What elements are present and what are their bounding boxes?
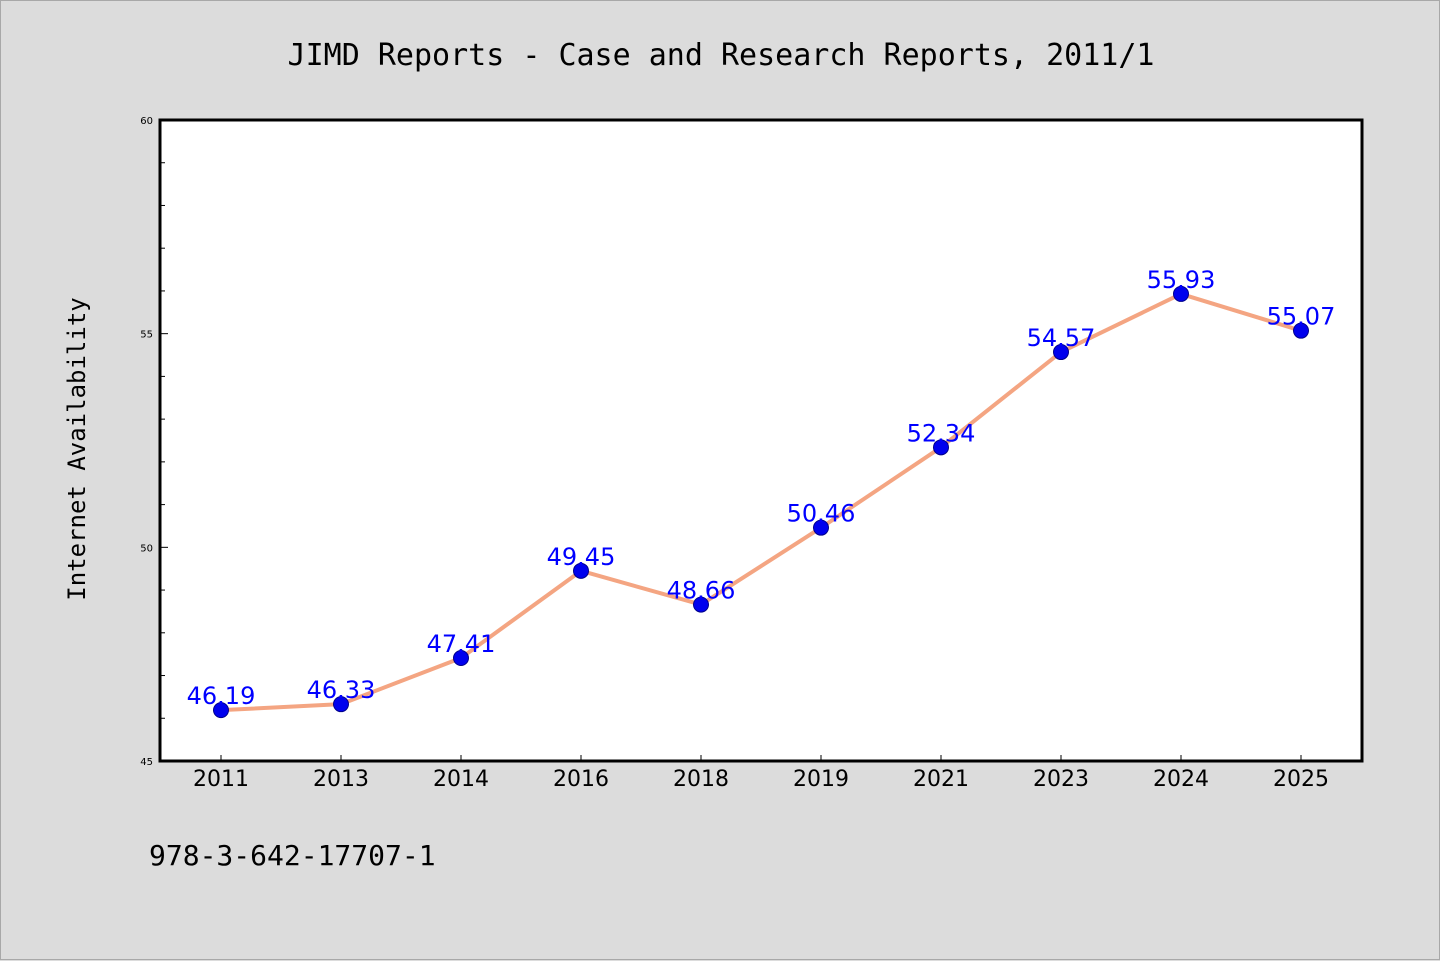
data-label: 52.34 (907, 419, 976, 447)
data-point (333, 696, 349, 713)
x-tick-label: 2021 (913, 767, 969, 792)
data-point (1173, 285, 1189, 302)
x-tick-label: 2024 (1153, 767, 1209, 792)
footer-isbn: 978-3-642-17707-1 (149, 839, 436, 872)
data-label: 50.46 (787, 500, 856, 528)
series-group: 46.19 46.33 47.41 49.45 48.66 50.46 52.34 54.57… (187, 266, 1336, 719)
x-tick-label: 2018 (673, 767, 729, 792)
data-label: 48.66 (667, 577, 736, 605)
data-point (573, 562, 589, 579)
y-tick-label: 60 (140, 116, 153, 127)
x-tick-label: 2025 (1273, 767, 1329, 792)
x-tick-label: 2013 (313, 767, 369, 792)
data-point (1293, 322, 1309, 339)
data-label: 47.41 (427, 630, 496, 658)
x-tick-label: 2011 (193, 767, 249, 792)
data-label: 46.33 (307, 676, 376, 704)
data-point (693, 596, 709, 613)
y-tick-label: 50 (140, 543, 153, 554)
series-line (219, 291, 1303, 713)
data-point (1053, 344, 1069, 361)
data-point (813, 519, 829, 536)
data-label: 55.93 (1147, 266, 1216, 294)
x-tick-label: 2019 (793, 767, 849, 792)
x-tick-label: 2016 (553, 767, 609, 792)
data-point (453, 650, 469, 667)
data-label: 49.45 (547, 543, 616, 571)
data-label: 54.57 (1027, 324, 1096, 352)
x-axis: 2011 2013 2014 2016 2018 2019 2021 2023 2024 2025 (193, 755, 1329, 792)
y-axis-label: Internet Availability (63, 297, 91, 600)
plot-area (158, 118, 1364, 763)
data-label: 55.07 (1267, 303, 1336, 331)
data-point (933, 439, 949, 456)
chart-title: JIMD Reports - Case and Research Reports… (288, 38, 1155, 73)
y-tick-label: 55 (140, 330, 153, 341)
x-tick-label: 2023 (1033, 767, 1089, 792)
x-tick-label: 2014 (433, 767, 489, 792)
y-axis: 45 50 55 60 (140, 116, 168, 768)
data-point (213, 702, 229, 719)
data-label: 46.19 (187, 682, 256, 710)
y-tick-label: 45 (140, 757, 153, 768)
